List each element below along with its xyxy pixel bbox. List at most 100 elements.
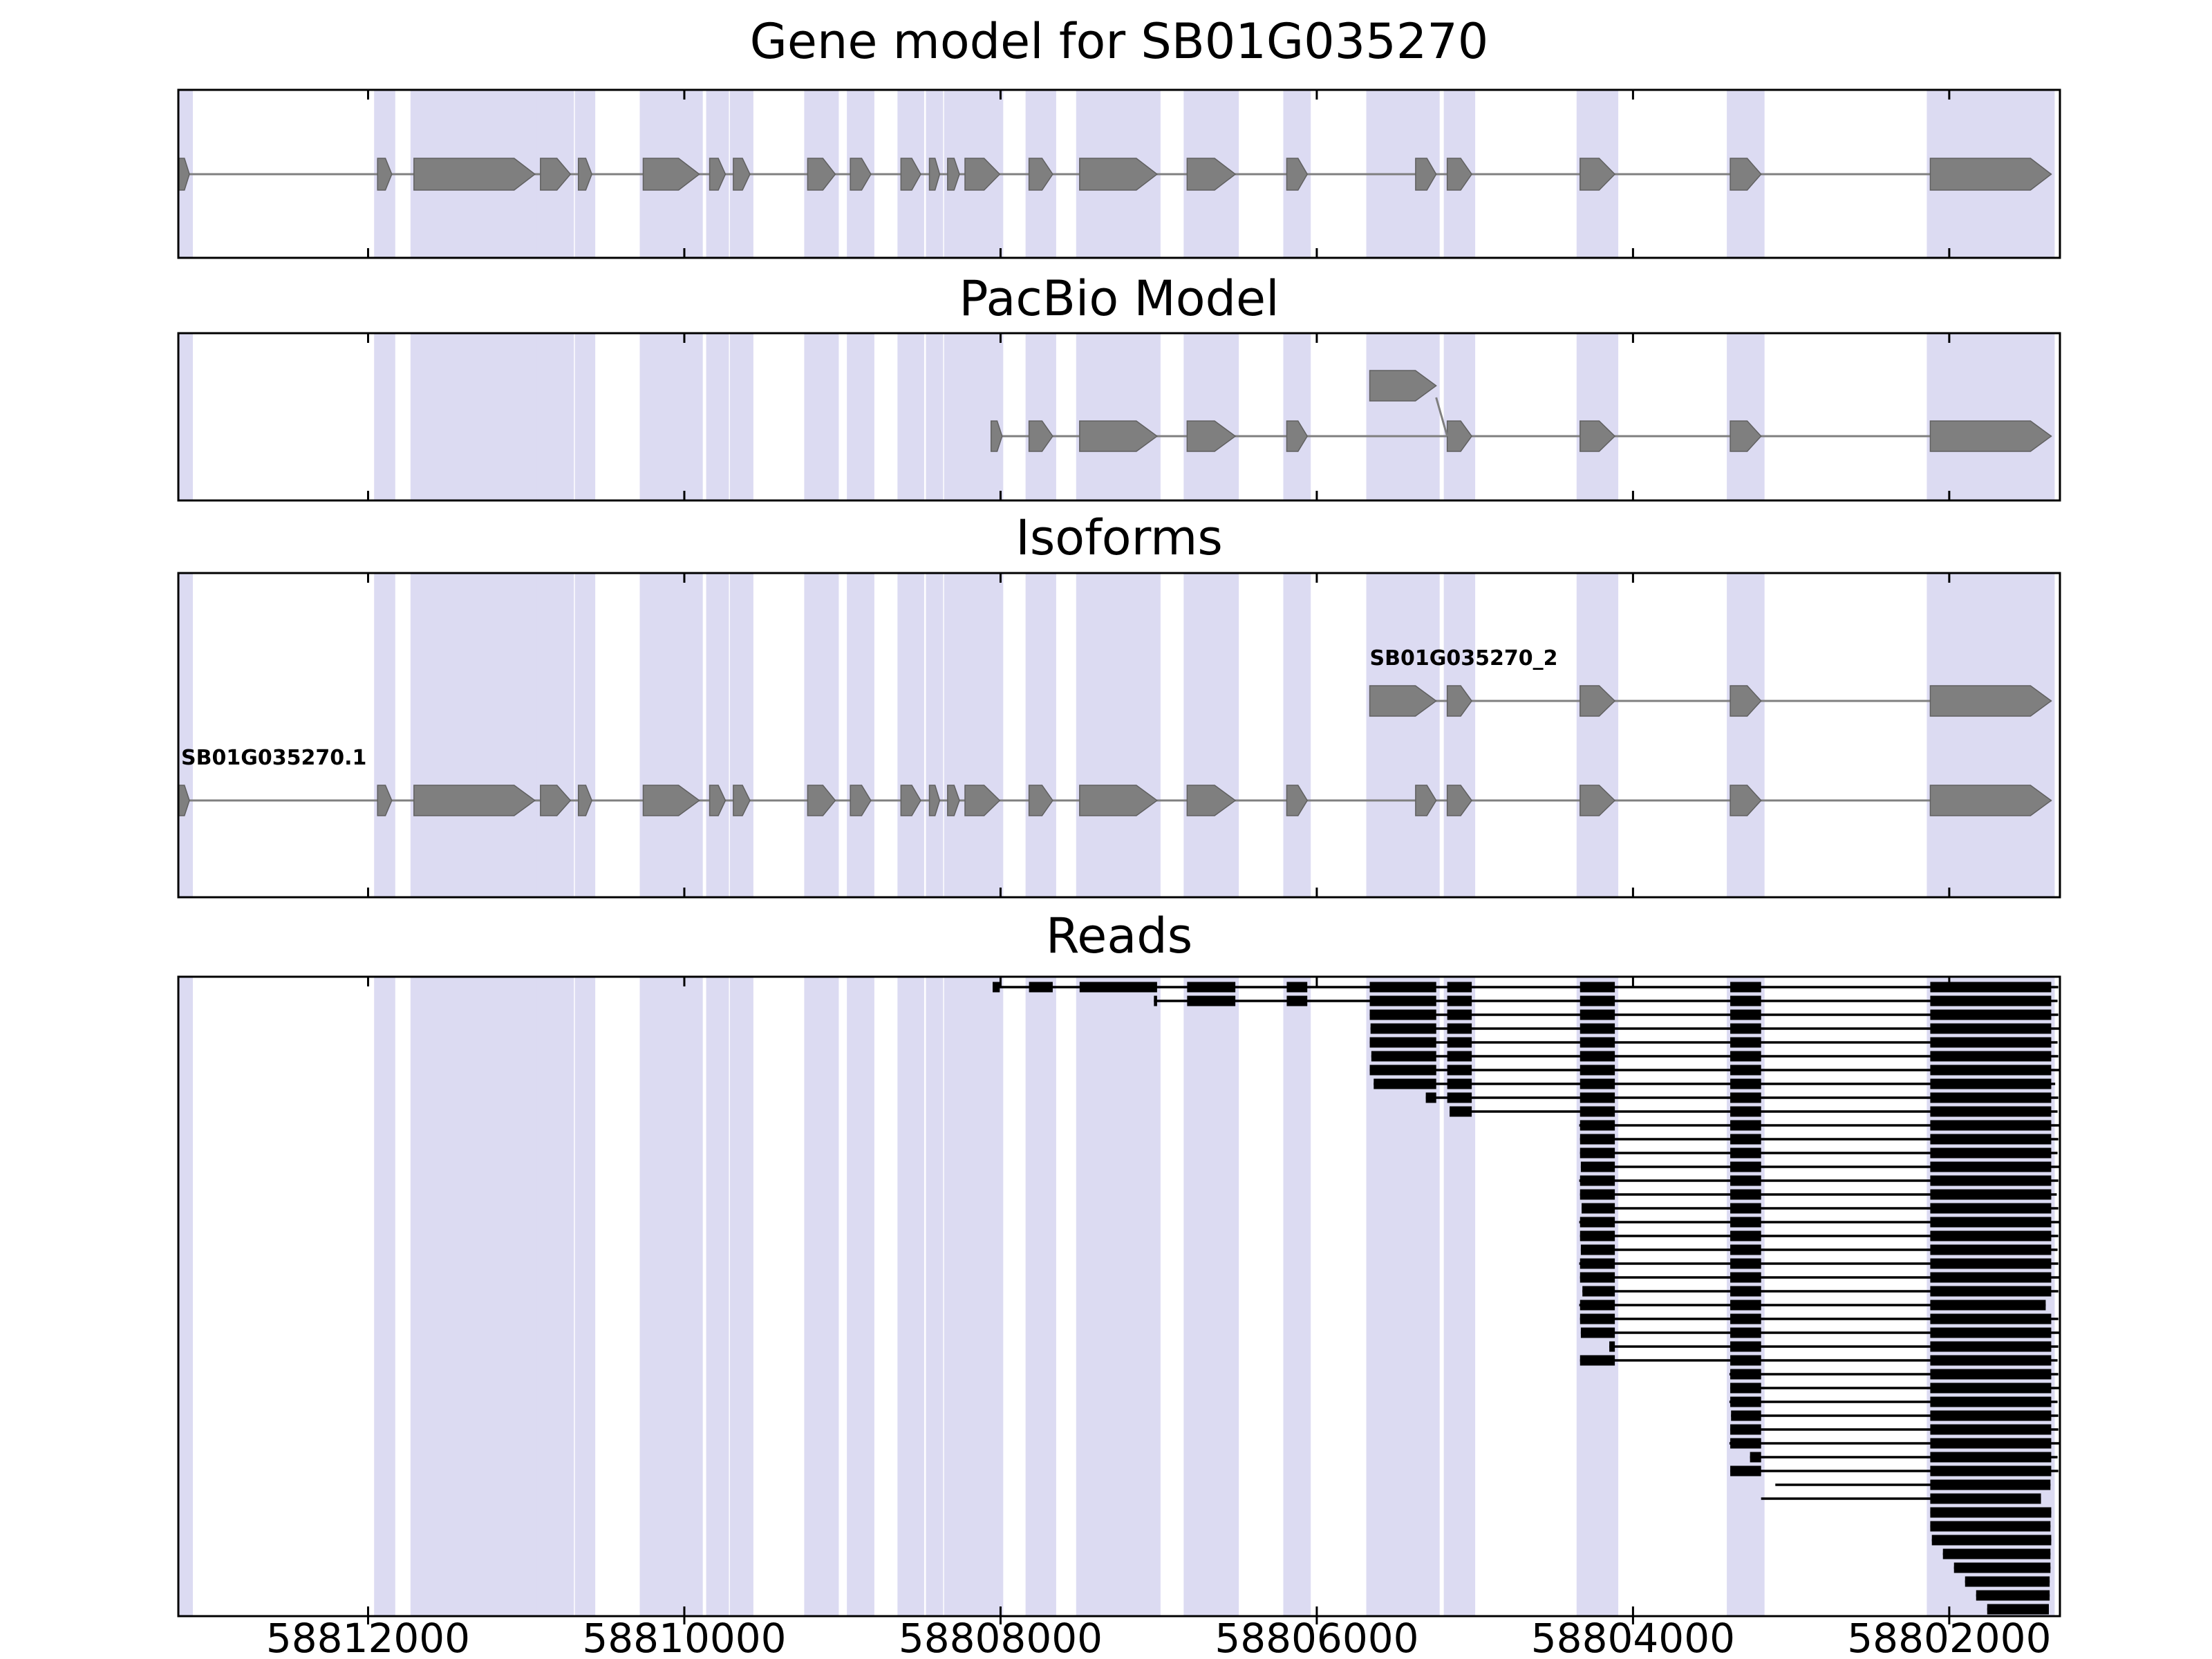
read-exon-block (1730, 1147, 1761, 1159)
exon-stripe (897, 333, 924, 500)
read-exon-block (1730, 1134, 1761, 1145)
exon-stripe (374, 977, 395, 1616)
read-exon-block (1965, 1576, 2050, 1587)
read-exon-block (1930, 1051, 2052, 1062)
exon-stripe (961, 573, 1004, 897)
gene-model-exon (642, 158, 700, 191)
pacbio-exon (1028, 420, 1053, 452)
exon-stripe (1183, 977, 1239, 1616)
read-exon-block (1930, 1355, 2052, 1366)
exon-stripe (944, 333, 963, 500)
exon-stripe (536, 333, 574, 500)
read-exon-block (1730, 1037, 1761, 1048)
exon-stripe (1443, 573, 1476, 897)
exon-stripe (179, 333, 194, 500)
gene-model-exon (1730, 158, 1762, 191)
exon-stripe (926, 977, 944, 1616)
exon-stripe (574, 977, 596, 1616)
read-exon-block (1730, 1009, 1761, 1020)
read-exon-block (1930, 1120, 2052, 1131)
read-exon-block (1930, 982, 2052, 993)
exon-stripe (1183, 573, 1239, 897)
read-exon-block (1369, 1009, 1436, 1020)
read-exon-block (1930, 1313, 2052, 1324)
isoform1-exon (1028, 785, 1053, 816)
read-exon-block (1730, 982, 1761, 993)
read-exon-block (1730, 1217, 1761, 1228)
read-exon-block (1930, 1106, 2052, 1117)
exon-stripe (1727, 573, 1765, 897)
exon-stripe (961, 977, 1004, 1616)
pacbio-exon (1446, 420, 1473, 452)
read-exon-block (1370, 1023, 1436, 1034)
panel-border (177, 332, 2061, 502)
read-exon-block (1580, 1078, 1615, 1089)
read-exon-block (1730, 1272, 1761, 1283)
read-exon-block (1425, 1092, 1436, 1103)
exon-stripe (1283, 333, 1311, 500)
exon-stripe (1076, 977, 1161, 1616)
gene-model-panel-title: Gene model for SB01G035270 (749, 13, 1489, 70)
read-exon-block (1580, 1120, 1615, 1131)
gene-model-exon (540, 158, 572, 191)
exon-stripe (729, 977, 753, 1616)
read-exon-block (1580, 1244, 1615, 1255)
isoform2-exon (1446, 685, 1473, 717)
read-exon-block (1582, 1286, 1615, 1297)
gene-model-exon (1186, 158, 1237, 191)
read-exon-block (1730, 1313, 1761, 1324)
read-exon-block (1730, 1161, 1761, 1172)
read-exon-block (1930, 1009, 2052, 1020)
read-exon-block (1730, 1286, 1761, 1297)
read-exon-block (1580, 1106, 1615, 1117)
read-exon-block (1369, 995, 1436, 1006)
gene-model-exon (1929, 158, 2052, 191)
read-exon-block (1580, 1272, 1615, 1283)
read-exon-block (1730, 1382, 1761, 1394)
read-exon-block (1730, 1424, 1761, 1435)
x-tick-label: 58812000 (266, 1615, 470, 1659)
gene-model-exon (413, 158, 536, 191)
read-exon-block (1730, 1203, 1761, 1214)
exon-stripe (374, 333, 395, 500)
read-exon-block (1930, 1438, 2052, 1449)
read-exon-block (1286, 995, 1308, 1006)
exon-stripe (1025, 977, 1056, 1616)
read-exon-block (1930, 1382, 2052, 1394)
read-exon-block (1580, 1313, 1615, 1324)
read-exon-block (1582, 1203, 1615, 1214)
exon-stripe (374, 573, 395, 897)
read-exon-block (1730, 1230, 1761, 1241)
exon-stripe (410, 977, 538, 1616)
read-exon-block (1942, 1548, 2051, 1559)
exon-stripe (804, 333, 839, 500)
read-exon-block (1580, 1147, 1615, 1159)
read-exon-block (1730, 1369, 1761, 1380)
read-exon-block (1374, 1078, 1436, 1089)
x-tick-label: 58802000 (1847, 1615, 2051, 1659)
read-exon-block (1580, 1175, 1615, 1186)
x-tick-label: 58806000 (1215, 1615, 1418, 1659)
reads-panel-title: Reads (1045, 908, 1193, 964)
read-exon-block (1930, 1369, 2052, 1380)
read-exon-block (1731, 1410, 1761, 1421)
pacbio-exon (1580, 420, 1616, 452)
isoform1-exon (928, 785, 941, 816)
read-exon-block (1580, 1327, 1615, 1338)
read-exon-block (1730, 995, 1761, 1006)
read-exon-block (1930, 1065, 2052, 1076)
gene-model-exon (1446, 158, 1473, 191)
panel-border (177, 88, 2061, 259)
isoform1-exon (1079, 785, 1159, 816)
isoform1-exon (947, 785, 960, 816)
isoform1-exon (1730, 785, 1762, 816)
exon-stripe (639, 977, 703, 1616)
isoform2-exon (1730, 685, 1762, 717)
read-exon-block (1730, 1023, 1761, 1034)
isoform1-exon (900, 785, 921, 816)
read-exon-block (1930, 995, 2052, 1006)
exon-stripe (961, 333, 1004, 500)
read-exon-block (993, 982, 1000, 993)
isoform1-exon (1929, 785, 2052, 816)
read-exon-block (1730, 1106, 1761, 1117)
